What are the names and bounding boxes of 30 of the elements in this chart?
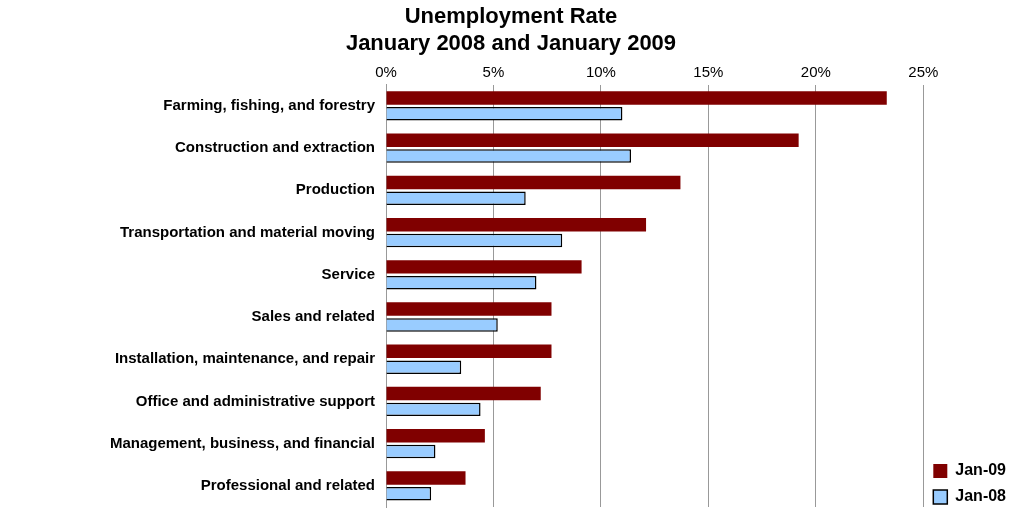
x-tick-label: 0%	[375, 62, 397, 80]
x-tick-label: 20%	[800, 62, 831, 80]
y-tick-label: Service	[321, 264, 375, 282]
y-tick-label: Office and administrative support	[135, 391, 375, 409]
x-tick-label: 15%	[693, 62, 724, 80]
y-tick-label: Professional and related	[200, 476, 375, 494]
y-tick-label: Transportation and material moving	[119, 222, 375, 240]
y-tick-label: Construction and extraction	[174, 138, 375, 156]
x-tick-label: 5%	[482, 62, 505, 80]
legend-label: Jan-09	[955, 461, 1007, 479]
y-tick-label: Production	[295, 180, 375, 198]
x-tick-label: 10%	[585, 62, 616, 80]
chart-title: Unemployment Rate	[404, 3, 618, 29]
bar	[386, 429, 485, 443]
bar	[386, 471, 466, 485]
chart-subtitle: January 2008 and January 2009	[345, 29, 677, 55]
legend-label: Jan-08	[955, 487, 1007, 505]
bar	[386, 260, 582, 274]
bar	[386, 133, 799, 147]
y-tick-label: Installation, maintenance, and repair	[114, 349, 376, 367]
bar	[386, 344, 552, 359]
y-tick-label: Sales and related	[251, 307, 375, 325]
bar	[386, 386, 541, 401]
y-tick-label: Farming, fishing, and forestry	[163, 96, 376, 114]
y-tick-label: Management, business, and financial	[109, 433, 375, 451]
bar	[386, 217, 647, 232]
bar	[386, 302, 552, 316]
x-tick-label: 25%	[908, 62, 939, 80]
bar	[386, 91, 887, 105]
bar	[386, 175, 681, 190]
